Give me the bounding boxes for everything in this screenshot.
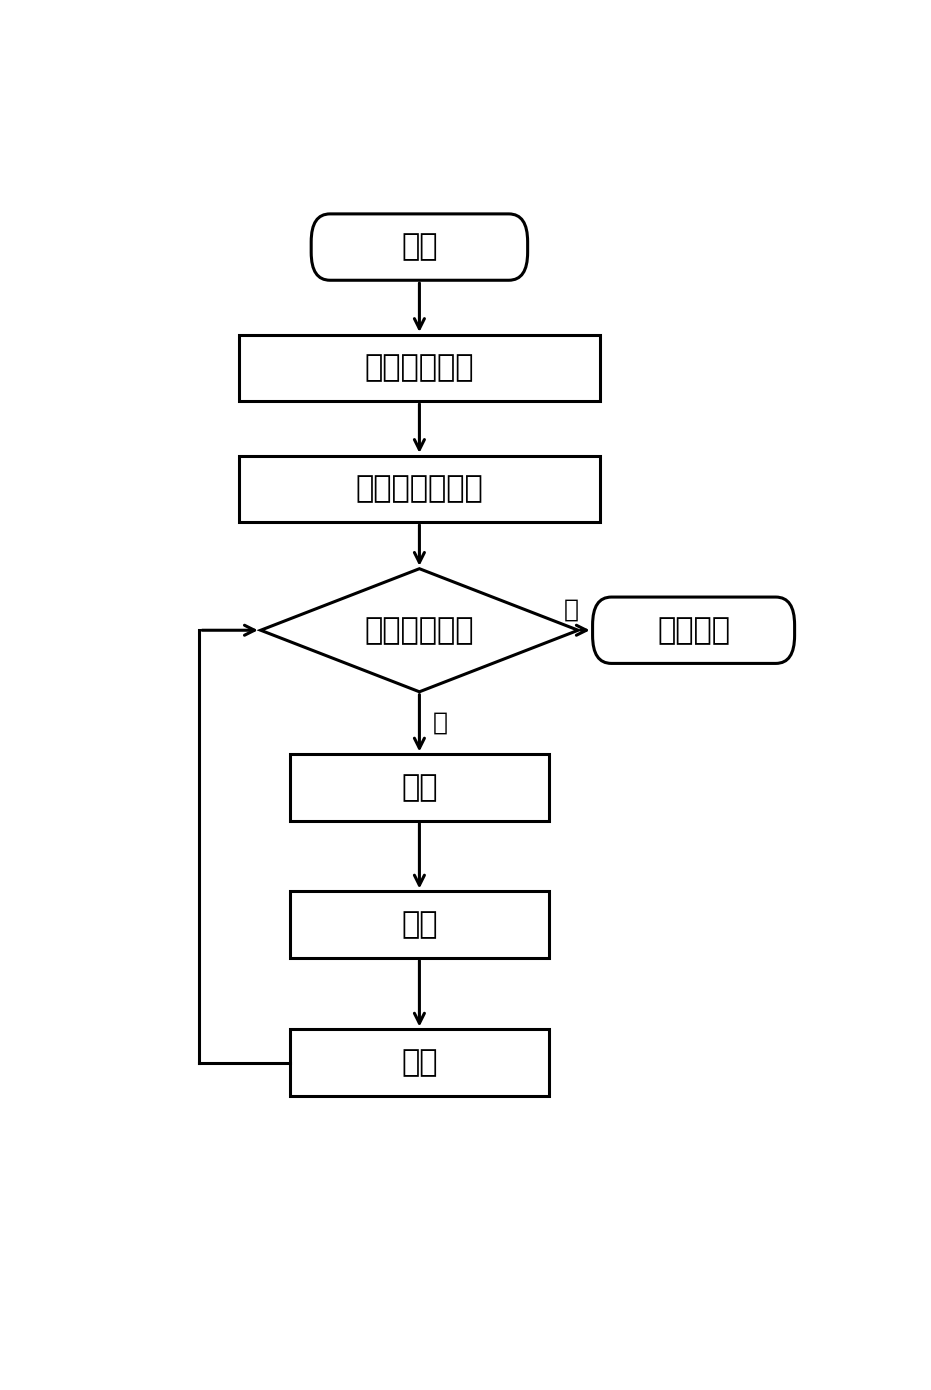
Text: 编码: 编码 [401, 232, 438, 261]
Text: 否: 否 [432, 712, 448, 735]
Text: 选择: 选择 [401, 773, 438, 802]
Text: 变异: 变异 [401, 1048, 438, 1077]
Bar [290, 891, 549, 958]
Text: 产生初始种群: 产生初始种群 [365, 353, 474, 382]
FancyBboxPatch shape [311, 214, 528, 281]
Bar [239, 456, 600, 523]
Bar [290, 755, 549, 820]
Text: 是: 是 [563, 598, 578, 621]
Bar [239, 335, 600, 402]
Text: 种群适应度计算: 种群适应度计算 [356, 474, 483, 503]
FancyBboxPatch shape [592, 598, 795, 663]
Text: 交叉: 交叉 [401, 910, 438, 940]
Bar [290, 1030, 549, 1095]
Text: 终止程序: 终止程序 [657, 616, 730, 645]
Polygon shape [261, 569, 578, 692]
Text: 满足终止条件: 满足终止条件 [365, 616, 474, 645]
